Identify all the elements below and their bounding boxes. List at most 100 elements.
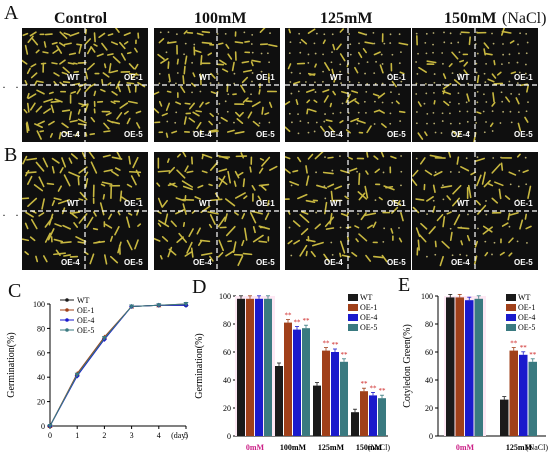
seedling	[109, 214, 112, 218]
x-tick-label: 1	[75, 431, 79, 440]
seedling	[259, 241, 266, 242]
seed	[217, 113, 219, 115]
seedling-photo-svg	[22, 28, 148, 142]
row-marker-b: · ·	[2, 208, 22, 223]
seedling	[46, 34, 52, 35]
seed	[158, 82, 160, 84]
bar-oe-4	[465, 300, 474, 436]
seed	[289, 81, 291, 83]
seedling	[171, 221, 176, 226]
seedling	[127, 241, 131, 250]
seedling	[242, 241, 244, 246]
seedling	[135, 65, 138, 69]
x-tick-label: 4	[157, 431, 161, 440]
seedling	[71, 212, 80, 213]
significance-marker: **	[510, 340, 518, 348]
seedling	[451, 233, 452, 241]
seedling	[189, 229, 193, 236]
seedling	[468, 236, 470, 241]
seedling	[435, 241, 436, 246]
y-tick-label: 0	[429, 432, 433, 441]
seedling	[236, 193, 245, 198]
seed	[416, 158, 418, 160]
seed	[339, 63, 341, 65]
seedling	[434, 185, 435, 192]
seedling	[169, 74, 170, 81]
seedling	[211, 199, 222, 200]
seedling	[35, 185, 43, 191]
seedling	[518, 154, 520, 156]
seedling	[307, 90, 314, 93]
seedling	[36, 256, 37, 261]
seedling	[133, 158, 138, 168]
seedling	[91, 118, 94, 122]
significance-marker: **	[332, 341, 340, 349]
seed	[509, 53, 511, 55]
seed	[466, 255, 468, 257]
significance-marker: **	[520, 344, 528, 352]
seed	[243, 31, 245, 33]
seedling	[69, 172, 79, 176]
seedling	[79, 214, 86, 223]
seed	[510, 184, 512, 186]
seedling	[101, 203, 104, 215]
seed	[268, 61, 270, 63]
seedling	[367, 126, 371, 132]
seedling	[49, 122, 54, 125]
seedling	[112, 42, 117, 44]
seedling	[528, 186, 530, 198]
seedling	[103, 195, 104, 199]
seedling	[285, 156, 290, 158]
chart-d-svg: 020406080100Germination(%)0mM******100mM…	[190, 282, 398, 460]
seedling	[486, 54, 492, 55]
seedling	[114, 57, 120, 63]
seedling	[444, 102, 449, 106]
seed	[217, 73, 219, 75]
seedling	[302, 212, 308, 214]
bar-oe-5	[340, 362, 348, 436]
seedling	[228, 54, 231, 59]
seed	[442, 120, 444, 122]
seedling	[127, 119, 129, 124]
seedling	[391, 157, 396, 159]
seed	[467, 214, 469, 216]
quadrant-label-oe-5: OE-5	[514, 130, 533, 139]
seed	[433, 92, 435, 94]
seed	[525, 157, 527, 159]
seedling	[492, 74, 495, 78]
seedling	[202, 32, 209, 33]
significance-marker: **	[323, 340, 331, 348]
seed	[477, 53, 479, 55]
seedling	[368, 225, 372, 228]
seedling	[70, 33, 78, 36]
seedling	[88, 64, 94, 70]
seedling	[365, 42, 373, 43]
legend-swatch	[348, 294, 358, 301]
seedling	[484, 43, 488, 48]
seed	[364, 73, 366, 75]
seed	[527, 42, 529, 44]
seedling	[211, 92, 215, 93]
seedling	[54, 198, 61, 200]
seedling	[184, 31, 187, 34]
seed	[467, 83, 469, 85]
seed	[176, 33, 178, 35]
y-tick-label: 100	[33, 300, 45, 309]
seedling	[193, 73, 194, 76]
seed	[365, 91, 367, 93]
seedling	[199, 241, 202, 245]
seedling	[355, 68, 358, 73]
seedling	[108, 54, 113, 55]
seedling	[269, 45, 277, 47]
bar-wt	[313, 386, 321, 436]
seedling	[235, 42, 242, 43]
legend-marker	[65, 298, 69, 302]
seed	[390, 91, 392, 93]
significance-marker: **	[303, 317, 311, 325]
seedling	[306, 252, 307, 256]
seedling	[288, 241, 292, 244]
seedling	[493, 93, 494, 102]
y-tick-label: 100	[219, 292, 231, 301]
seedling	[223, 69, 228, 71]
